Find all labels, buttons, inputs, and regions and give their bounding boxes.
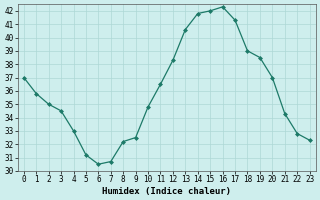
X-axis label: Humidex (Indice chaleur): Humidex (Indice chaleur) (102, 187, 231, 196)
